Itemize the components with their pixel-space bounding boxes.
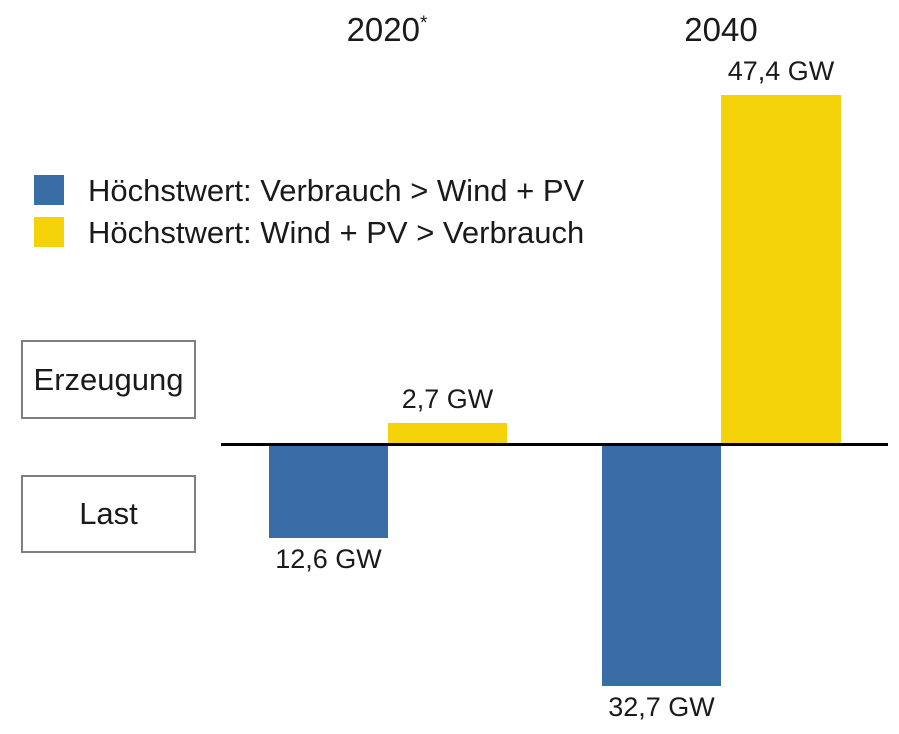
bar-2020-renewables-exceed-load <box>388 423 507 443</box>
bar-2040-renewables-exceed-load <box>721 95 841 443</box>
generation-region-label: Erzeugung <box>33 361 184 397</box>
value-label-2040-yellow: 47,4 GW <box>727 56 835 86</box>
legend-label-surplus: Höchstwert: Wind + PV > Verbrauch <box>88 214 585 250</box>
year-label-2020: 2020* <box>346 11 428 48</box>
load-region-label: Last <box>79 496 138 531</box>
zero-axis-line <box>221 443 888 446</box>
value-label-2020-yellow: 2,7 GW <box>401 384 494 414</box>
value-label-2020-blue: 12,6 GW <box>275 544 382 574</box>
bar-2020-load-exceeds-renewables <box>269 446 388 538</box>
load-region-box: Last <box>21 475 196 553</box>
legend-item-deficit: Höchstwert: Verbrauch > Wind + PV <box>34 173 584 207</box>
year-text-2040: 2040 <box>684 11 758 48</box>
value-label-2040-blue: 32,7 GW <box>608 692 715 722</box>
year-text-2020: 2020 <box>346 11 420 48</box>
legend-item-surplus: Höchstwert: Wind + PV > Verbrauch <box>34 215 584 249</box>
footnote-asterisk: * <box>419 13 428 34</box>
year-label-2040: 2040 <box>684 11 758 48</box>
bar-2040-load-exceeds-renewables <box>602 446 721 686</box>
legend-swatch-yellow <box>34 217 64 247</box>
legend-swatch-blue <box>34 175 64 205</box>
generation-region-box: Erzeugung <box>21 340 196 419</box>
legend-label-deficit: Höchstwert: Verbrauch > Wind + PV <box>88 172 585 208</box>
